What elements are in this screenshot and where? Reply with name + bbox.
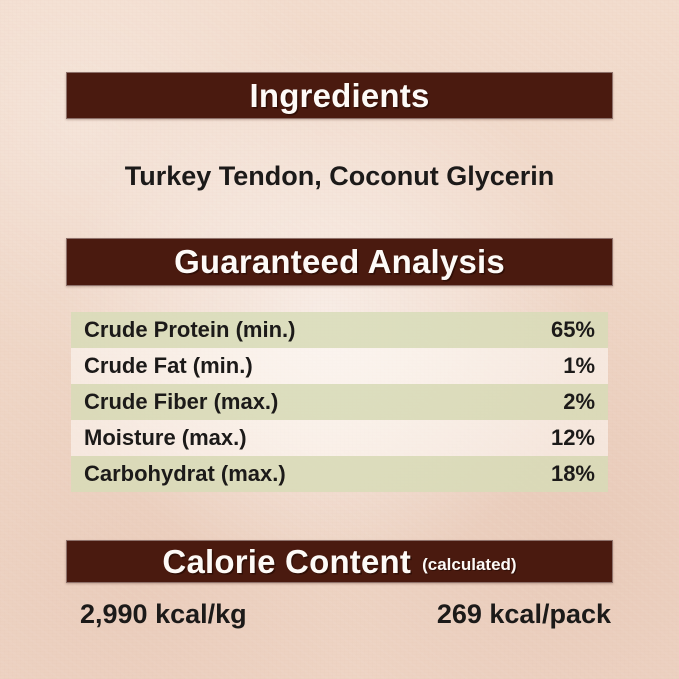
table-row: Crude Fat (min.) 1% bbox=[71, 348, 608, 384]
table-row: Crude Fiber (max.) 2% bbox=[71, 384, 608, 420]
table-row: Crude Protein (min.) 65% bbox=[71, 312, 608, 348]
calories-per-kg: 2,990 kcal/kg bbox=[80, 599, 247, 629]
nutrient-value: 2% bbox=[563, 389, 595, 414]
calories-per-pack: 269 kcal/pack bbox=[436, 599, 611, 629]
nutrient-label: Carbohydrat (max.) bbox=[84, 461, 286, 486]
nutrient-label: Crude Fiber (max.) bbox=[84, 389, 279, 414]
ingredients-list-text: Turkey Tendon, Coconut Glycerin bbox=[124, 161, 555, 191]
calorie-content-heading: Calorie Content bbox=[162, 542, 412, 580]
table-row: Moisture (max.) 12% bbox=[71, 420, 608, 456]
ingredients-section-header: Ingredients bbox=[66, 72, 613, 119]
guaranteed-analysis-table: Crude Protein (min.) 65% Crude Fat (min.… bbox=[71, 312, 608, 492]
nutrient-label: Crude Fat (min.) bbox=[84, 353, 253, 378]
calorie-content-heading-suffix: (calculated) bbox=[422, 554, 517, 574]
table-row: Carbohydrat (max.) 18% bbox=[71, 456, 608, 492]
calorie-values-row: 2,990 kcal/kg 269 kcal/pack bbox=[80, 599, 611, 630]
guaranteed-analysis-heading: Guaranteed Analysis bbox=[174, 243, 505, 280]
nutrient-value: 1% bbox=[563, 353, 595, 378]
nutrient-value: 12% bbox=[550, 425, 595, 450]
nutrient-value: 18% bbox=[550, 461, 595, 486]
guaranteed-analysis-section-header: Guaranteed Analysis bbox=[66, 238, 613, 286]
ingredients-heading: Ingredients bbox=[249, 76, 430, 114]
calorie-content-section-header: Calorie Content (calculated) bbox=[66, 540, 613, 583]
nutrient-label: Moisture (max.) bbox=[84, 425, 247, 450]
nutrient-value: 65% bbox=[550, 317, 595, 342]
nutrient-label: Crude Protein (min.) bbox=[84, 317, 296, 342]
